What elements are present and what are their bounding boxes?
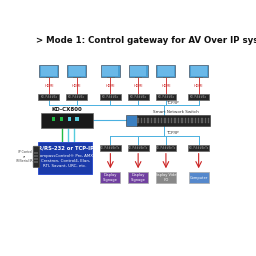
Text: IR/RS-232 or TCP-IP: IR/RS-232 or TCP-IP	[36, 145, 94, 151]
FancyBboxPatch shape	[69, 66, 85, 76]
FancyBboxPatch shape	[185, 118, 186, 123]
FancyBboxPatch shape	[34, 158, 36, 160]
FancyBboxPatch shape	[38, 94, 59, 100]
FancyBboxPatch shape	[100, 172, 120, 183]
FancyBboxPatch shape	[36, 152, 38, 154]
FancyBboxPatch shape	[68, 116, 71, 122]
Text: KD-IP###Ex: KD-IP###Ex	[40, 95, 57, 99]
FancyBboxPatch shape	[34, 152, 36, 154]
FancyBboxPatch shape	[201, 118, 203, 123]
FancyBboxPatch shape	[137, 115, 210, 126]
Text: HDMI: HDMI	[194, 83, 203, 88]
FancyBboxPatch shape	[191, 118, 193, 123]
FancyBboxPatch shape	[36, 158, 38, 160]
FancyBboxPatch shape	[191, 66, 207, 76]
FancyBboxPatch shape	[156, 172, 176, 183]
Text: Display
Signage: Display Signage	[131, 173, 146, 182]
FancyBboxPatch shape	[126, 115, 137, 126]
FancyBboxPatch shape	[36, 161, 38, 163]
FancyBboxPatch shape	[101, 65, 120, 77]
Text: Computer: Computer	[189, 176, 208, 179]
FancyBboxPatch shape	[102, 66, 118, 76]
FancyBboxPatch shape	[189, 65, 208, 77]
FancyBboxPatch shape	[52, 116, 55, 122]
FancyBboxPatch shape	[208, 118, 209, 123]
Text: HDMI: HDMI	[133, 83, 143, 88]
FancyBboxPatch shape	[151, 118, 152, 123]
Text: Smart Network Switch: Smart Network Switch	[153, 110, 199, 114]
FancyBboxPatch shape	[158, 118, 159, 123]
Text: KD-IP###EnTx: KD-IP###EnTx	[156, 146, 176, 150]
FancyBboxPatch shape	[205, 118, 206, 123]
FancyBboxPatch shape	[141, 118, 142, 123]
FancyBboxPatch shape	[34, 155, 36, 157]
Text: Display Video
I/O: Display Video I/O	[154, 173, 178, 182]
Text: KD-IP###Ex: KD-IP###Ex	[102, 95, 119, 99]
FancyBboxPatch shape	[188, 118, 189, 123]
FancyBboxPatch shape	[158, 66, 174, 76]
FancyBboxPatch shape	[161, 118, 162, 123]
FancyBboxPatch shape	[156, 65, 175, 77]
FancyBboxPatch shape	[128, 94, 148, 100]
FancyBboxPatch shape	[36, 155, 38, 157]
FancyBboxPatch shape	[67, 65, 86, 77]
FancyBboxPatch shape	[66, 94, 87, 100]
FancyBboxPatch shape	[100, 145, 121, 151]
FancyBboxPatch shape	[164, 118, 166, 123]
Text: HDMI: HDMI	[106, 83, 115, 88]
FancyBboxPatch shape	[34, 161, 36, 163]
FancyBboxPatch shape	[147, 118, 149, 123]
Text: HDMI: HDMI	[161, 83, 170, 88]
FancyBboxPatch shape	[168, 118, 169, 123]
FancyBboxPatch shape	[178, 118, 179, 123]
Text: HDMI: HDMI	[44, 83, 54, 88]
FancyBboxPatch shape	[128, 145, 148, 151]
Text: Display
Signage: Display Signage	[103, 173, 118, 182]
FancyBboxPatch shape	[188, 94, 209, 100]
FancyBboxPatch shape	[76, 116, 79, 122]
FancyBboxPatch shape	[39, 65, 58, 77]
FancyBboxPatch shape	[174, 118, 176, 123]
FancyBboxPatch shape	[41, 66, 57, 76]
FancyBboxPatch shape	[198, 118, 199, 123]
Text: KD-IP###Ex: KD-IP###Ex	[130, 95, 147, 99]
FancyBboxPatch shape	[195, 118, 196, 123]
FancyBboxPatch shape	[144, 118, 145, 123]
FancyBboxPatch shape	[129, 65, 147, 77]
Text: TCP/IP: TCP/IP	[166, 131, 178, 135]
FancyBboxPatch shape	[38, 142, 92, 174]
FancyBboxPatch shape	[188, 145, 209, 151]
Text: KD-IP###Ex: KD-IP###Ex	[157, 95, 174, 99]
FancyBboxPatch shape	[137, 118, 139, 123]
FancyBboxPatch shape	[181, 118, 183, 123]
FancyBboxPatch shape	[41, 113, 92, 127]
FancyBboxPatch shape	[189, 172, 209, 183]
Text: HDMI: HDMI	[72, 83, 81, 88]
FancyBboxPatch shape	[155, 94, 176, 100]
FancyBboxPatch shape	[171, 118, 173, 123]
Text: TCP/IP: TCP/IP	[166, 101, 178, 104]
FancyBboxPatch shape	[60, 116, 63, 122]
Text: KD-IP###EnTx: KD-IP###EnTx	[188, 146, 209, 150]
FancyBboxPatch shape	[33, 146, 40, 167]
Text: > Mode 1: Control gateway for AV Over IP system: > Mode 1: Control gateway for AV Over IP…	[36, 36, 256, 45]
FancyBboxPatch shape	[128, 172, 148, 183]
Text: IP Control
or
IR/Serial IR: IP Control or IR/Serial IR	[16, 150, 33, 164]
FancyBboxPatch shape	[100, 94, 121, 100]
Text: KD-CX800: KD-CX800	[51, 107, 82, 112]
FancyBboxPatch shape	[155, 145, 176, 151]
Text: CompassControl® Pro, AMX,
Crestron, Control4, Elan,
RTI, Savant, URC, etc.: CompassControl® Pro, AMX, Crestron, Cont…	[37, 154, 94, 168]
Text: KD-IP###Ex: KD-IP###Ex	[68, 95, 85, 99]
FancyBboxPatch shape	[154, 118, 156, 123]
Text: KD-IP###EnTx: KD-IP###EnTx	[128, 146, 148, 150]
FancyBboxPatch shape	[130, 66, 146, 76]
Text: KD-IP###EnTx: KD-IP###EnTx	[100, 146, 121, 150]
Text: KD-IP###Ex: KD-IP###Ex	[190, 95, 207, 99]
